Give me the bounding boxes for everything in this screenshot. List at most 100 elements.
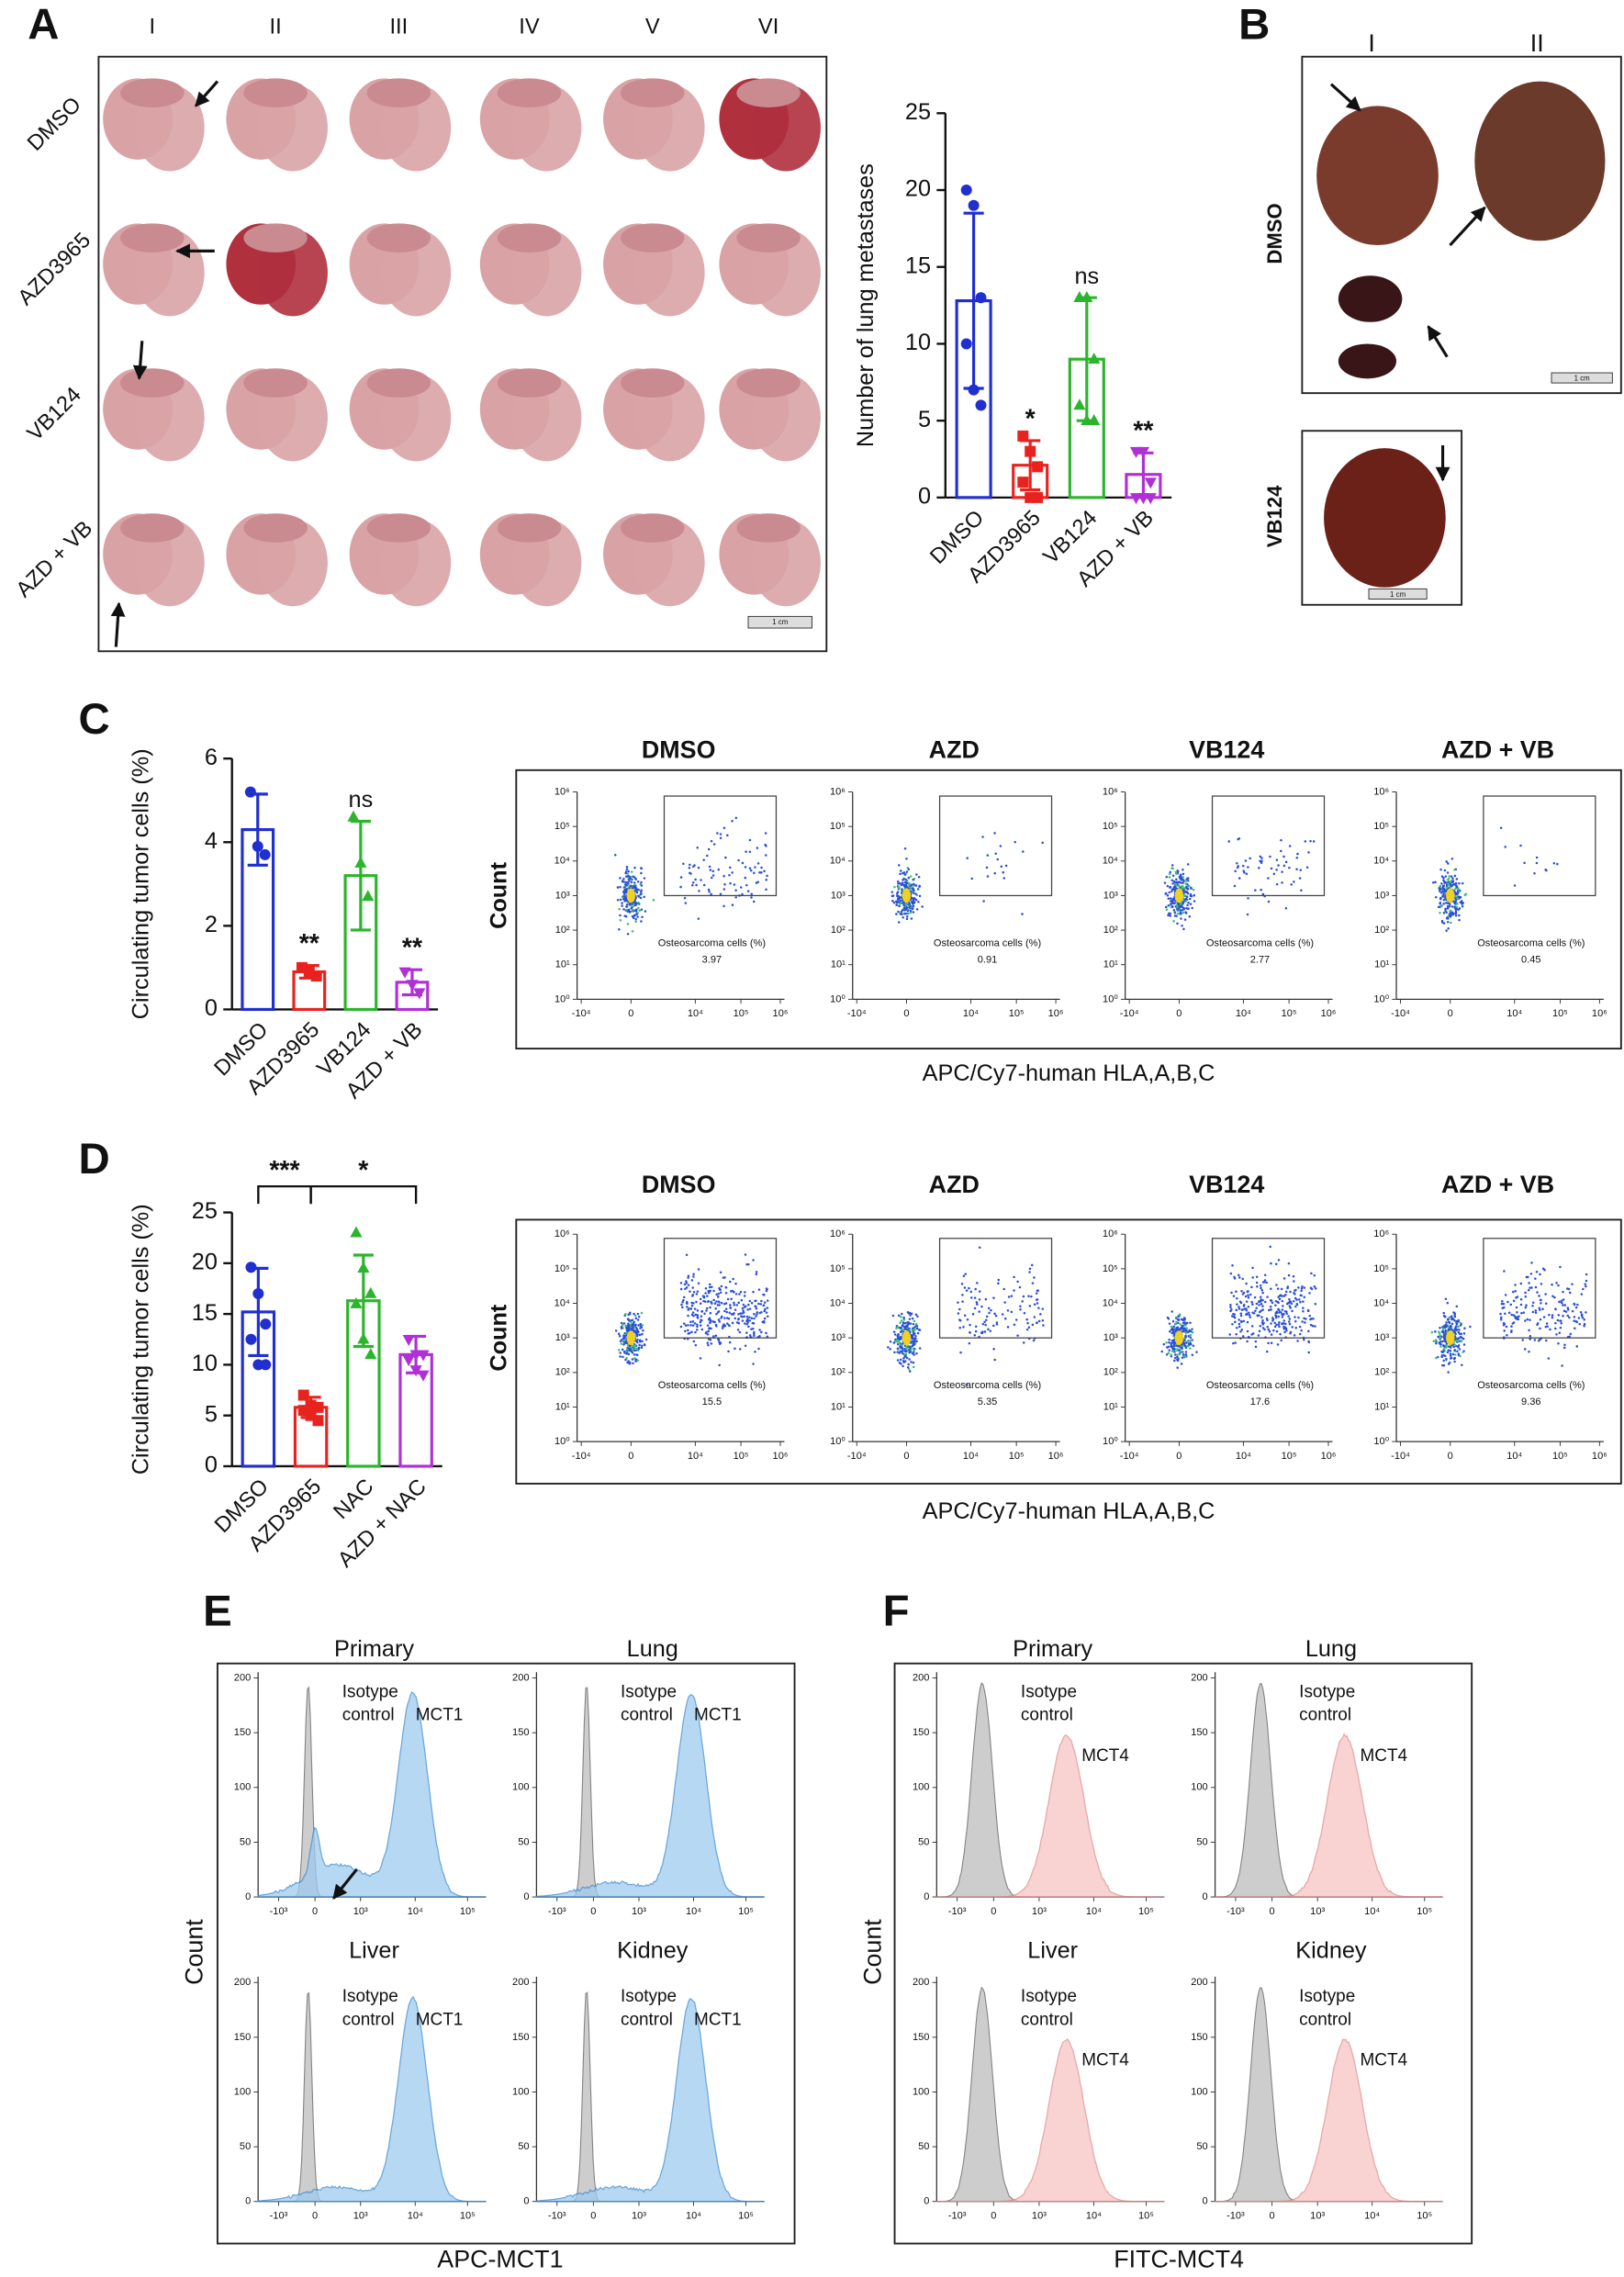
event-dot [1280, 839, 1282, 842]
event-dot [737, 1302, 740, 1305]
lung-lobe [120, 223, 184, 252]
y-tick-label: 10⁶ [830, 786, 846, 797]
event-dot [1300, 889, 1303, 892]
event-dot [897, 881, 900, 883]
event-dot [732, 903, 734, 906]
event-dot [1283, 1277, 1286, 1280]
event-dot [1193, 894, 1196, 897]
event-dot [1169, 876, 1171, 879]
event-dot [1503, 1307, 1506, 1309]
event-dot [1302, 1300, 1305, 1303]
event-dot [623, 898, 626, 901]
event-dot [1240, 1320, 1243, 1323]
event-dot [1172, 874, 1175, 877]
event-dot [898, 902, 901, 904]
event-dot [693, 1291, 696, 1294]
event-dot [1169, 1330, 1171, 1333]
control-label: control [1299, 1706, 1351, 1725]
lung-lobe [243, 78, 307, 107]
event-dot [1249, 1314, 1251, 1317]
event-dot [1029, 1305, 1032, 1307]
data-point [1025, 446, 1036, 457]
event-dot [700, 1357, 702, 1360]
event-dot [726, 835, 729, 837]
lung-lobe [120, 513, 184, 543]
event-dot [915, 884, 918, 887]
event-dot [1178, 1349, 1181, 1352]
y-tick-label: 10⁵ [1103, 1263, 1118, 1274]
event-dot [1461, 901, 1463, 903]
control-label: Isotype [1021, 1682, 1077, 1701]
event-dot [1187, 1345, 1190, 1348]
event-dot [912, 887, 914, 890]
event-dot [915, 873, 918, 876]
event-dot [1549, 1329, 1551, 1331]
y-tick-label: 200 [234, 1672, 251, 1683]
event-dot [969, 1324, 971, 1327]
event-dot [744, 1291, 746, 1294]
event-dot [749, 1300, 752, 1303]
event-dot [1260, 1284, 1262, 1287]
event-dot [624, 888, 627, 891]
event-dot [1585, 1280, 1588, 1283]
x-tick-label: 10⁶ [773, 1008, 789, 1019]
significance-label: ** [299, 929, 320, 959]
event-dot [742, 1319, 745, 1322]
y-tick-label: 50 [518, 2141, 529, 2152]
event-dot [718, 1364, 721, 1367]
event-dot [1281, 881, 1283, 884]
event-dot [900, 1327, 902, 1329]
event-dot [1234, 1277, 1237, 1280]
plot-title: Lung [627, 1636, 678, 1662]
event-dot [1560, 1322, 1562, 1325]
y-tick-label: 2 [205, 912, 218, 937]
event-dot [633, 881, 636, 884]
control-label: Isotype [621, 1987, 677, 2006]
event-dot [993, 832, 996, 835]
event-dot [718, 1300, 721, 1303]
y-tick-label: 25 [192, 1198, 218, 1224]
event-dot [1456, 903, 1459, 905]
event-dot [641, 915, 644, 918]
event-dot [1177, 1318, 1180, 1321]
event-dot [1456, 878, 1459, 881]
gate-label: Osteosarcoma cells (%) [1477, 1380, 1585, 1391]
event-dot [993, 1313, 996, 1316]
event-dot [750, 896, 753, 899]
event-dot [1238, 1276, 1241, 1279]
y-tick-label: 150 [1191, 2032, 1207, 2043]
gate-label: Osteosarcoma cells (%) [658, 937, 766, 948]
event-dot [1187, 863, 1190, 866]
event-dot [741, 1299, 744, 1302]
event-dot [641, 884, 644, 887]
event-dot [1161, 1351, 1164, 1353]
x-tick-label: 10⁵ [1282, 1451, 1297, 1462]
event-dot [1236, 1309, 1238, 1312]
event-dot [1527, 1318, 1529, 1321]
event-dot [634, 878, 637, 881]
event-dot [687, 1329, 689, 1332]
event-dot [1558, 1314, 1561, 1317]
event-dot [981, 1330, 984, 1333]
event-dot [1461, 1340, 1463, 1342]
lung-lobe [736, 78, 800, 107]
x-tick-label: 10⁵ [738, 2210, 754, 2221]
x-tick-label: -10⁴ [1391, 1451, 1410, 1462]
event-dot [633, 903, 635, 906]
gate-percent: 17.6 [1250, 1396, 1271, 1408]
event-dot [742, 1309, 745, 1312]
event-dot [728, 1318, 731, 1320]
event-dot [1439, 897, 1442, 900]
x-tick-label: 10⁶ [1048, 1451, 1064, 1462]
event-dot [737, 1318, 740, 1321]
event-dot [1439, 1340, 1442, 1343]
plot-title: Primary [1013, 1636, 1092, 1662]
lung-lobe [621, 368, 684, 398]
event-dot [1181, 1351, 1183, 1353]
event-dot [633, 909, 635, 912]
event-dot [1452, 1311, 1455, 1314]
event-dot [1535, 1309, 1538, 1312]
event-dot [639, 1340, 642, 1342]
event-dot [1242, 869, 1245, 872]
event-dot [898, 1314, 901, 1317]
